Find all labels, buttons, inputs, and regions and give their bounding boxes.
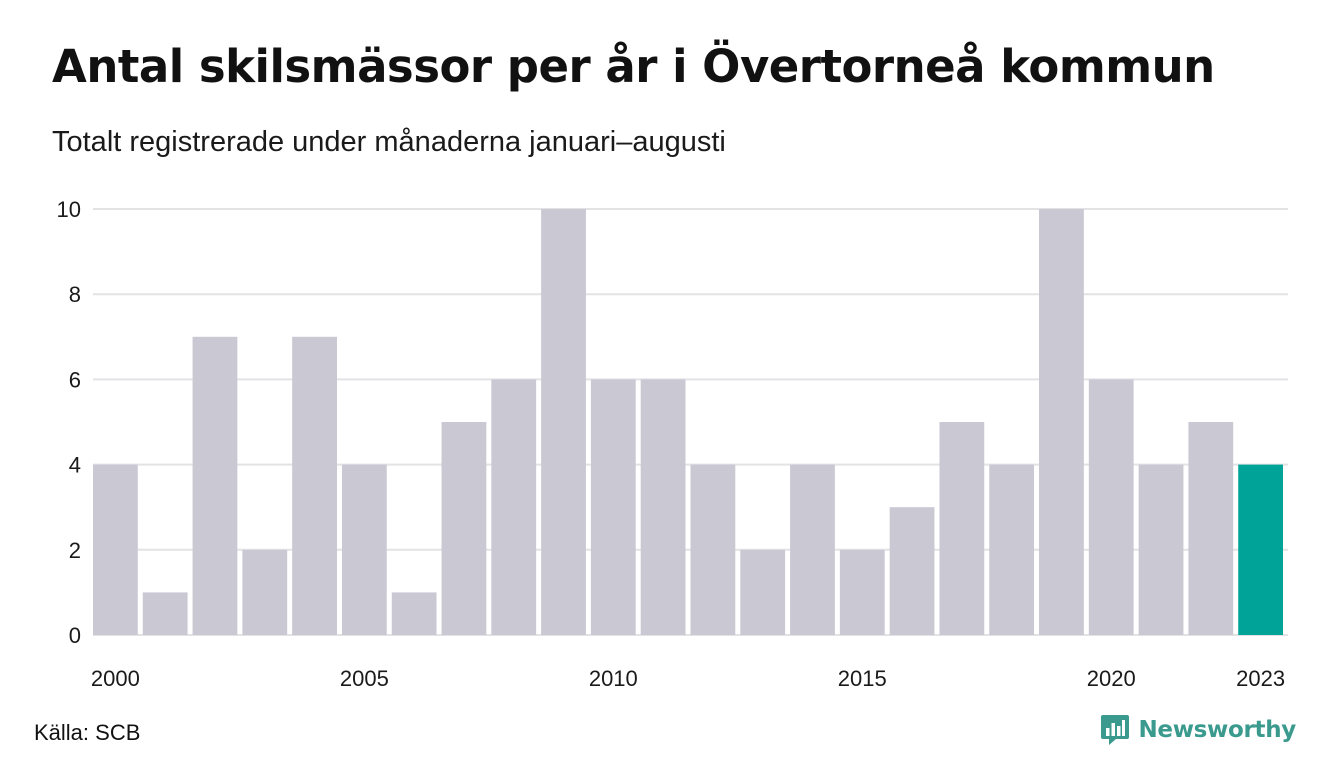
y-tick-label: 8: [69, 282, 81, 307]
bar-2023: [1238, 464, 1283, 635]
x-tick-label: 2023: [1236, 666, 1285, 691]
y-tick-label: 0: [69, 623, 81, 648]
x-axis-ticks: 2000 2005 2010 2015 2020 2023: [91, 666, 1285, 691]
chart-bubble-icon: [1101, 715, 1130, 745]
y-axis-ticks: 0 2 4 6 8 10: [57, 197, 81, 648]
x-tick-label: 2005: [340, 666, 389, 691]
bar-2001: [142, 592, 188, 635]
bar-2002: [192, 336, 238, 635]
bar-2011: [640, 379, 686, 635]
x-tick-label: 2000: [91, 666, 140, 691]
bar-2006: [391, 592, 437, 635]
bar-2013: [740, 549, 786, 635]
bar-2022: [1188, 422, 1234, 635]
x-tick-label: 2010: [589, 666, 638, 691]
chart-subtitle: Totalt registrerade under månaderna janu…: [52, 126, 726, 158]
bar-2019: [1039, 209, 1084, 635]
bar-2007: [441, 422, 487, 635]
bar-2000: [93, 464, 138, 635]
bar-2004: [292, 336, 337, 635]
source-note: Källa: SCB: [34, 720, 141, 745]
bar-2008: [491, 379, 537, 635]
bar-2018: [989, 464, 1035, 635]
newsworthy-logo: Newsworthy: [1100, 712, 1296, 748]
y-tick-label: 6: [69, 367, 81, 392]
bar-2010: [590, 379, 636, 635]
bars: [93, 209, 1283, 635]
bar-2003: [242, 549, 288, 635]
bar-2009: [541, 209, 586, 635]
brand-name: Newsworthy: [1138, 717, 1296, 743]
bar-2021: [1138, 464, 1184, 635]
x-tick-label: 2015: [838, 666, 887, 691]
bar-2020: [1088, 379, 1134, 635]
chart-title: Antal skilsmässor per år i Övertorneå ko…: [52, 40, 1215, 93]
bar-2015: [839, 549, 885, 635]
x-tick-label: 2020: [1087, 666, 1136, 691]
y-tick-label: 10: [57, 197, 81, 222]
bar-2012: [690, 464, 736, 635]
y-tick-label: 4: [69, 453, 81, 478]
bar-2016: [889, 507, 935, 635]
bar-2005: [341, 464, 387, 635]
bar-2014: [790, 464, 835, 635]
bar-2017: [939, 422, 985, 635]
y-tick-label: 2: [69, 538, 81, 563]
